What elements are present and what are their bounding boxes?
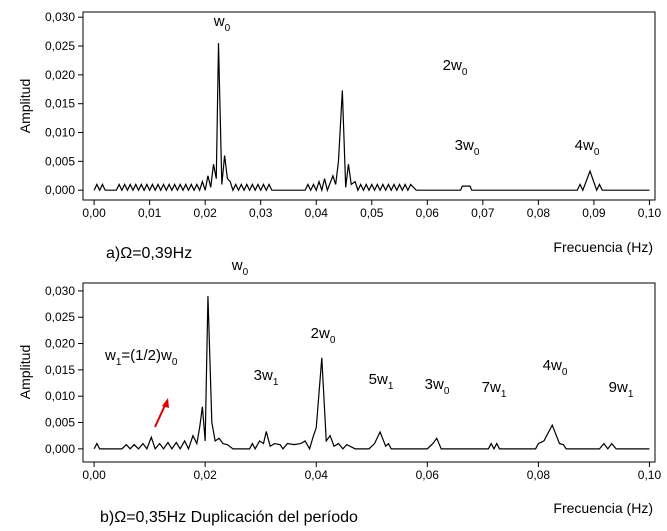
plot-frame <box>82 11 656 201</box>
subscript: 1 <box>273 377 279 388</box>
subscript: 0 <box>330 335 336 346</box>
annotation-text: 2w <box>311 325 330 342</box>
y-tick-label: 0,025 <box>45 39 75 53</box>
annotation-text: 9w <box>609 379 628 396</box>
annotation-text: w <box>104 347 116 364</box>
annotation-text: w <box>213 13 225 30</box>
red-arrow-shaft <box>154 402 167 428</box>
subscript: 0 <box>225 23 231 34</box>
peak-annotation: 5w1 <box>369 371 394 392</box>
x-tick-label: 0,06 <box>416 206 440 220</box>
peak-annotation: 4w0 <box>543 357 568 378</box>
y-tick-label: 0,015 <box>45 363 75 377</box>
peak-annotation: 2w0 <box>443 57 468 78</box>
peak-annotation: 4w0 <box>575 137 600 158</box>
peak-annotation: w1=(1/2)w0 <box>104 347 178 368</box>
panel-caption: b)Ω=0,35Hz Duplicación del período <box>100 509 358 526</box>
x-tick-label: 0,04 <box>305 468 329 482</box>
peak-annotation: 9w1 <box>609 379 634 400</box>
peak-annotation: w0 <box>213 13 231 34</box>
y-tick-label: 0,000 <box>45 442 75 456</box>
subscript: 0 <box>474 147 480 158</box>
subscript: 1 <box>388 381 394 392</box>
red-arrow-head <box>162 398 169 408</box>
y-tick-label: 0,025 <box>45 310 75 324</box>
y-tick-label: 0,010 <box>45 126 75 140</box>
peak-annotation: 7w1 <box>482 379 507 400</box>
annotation-text: 4w <box>575 137 594 154</box>
y-axis-label: Amplitud <box>17 79 33 133</box>
annotation-text: 4w <box>543 357 562 374</box>
subscript: 0 <box>444 386 450 397</box>
x-tick-label: 0,09 <box>582 206 606 220</box>
y-tick-label: 0,030 <box>45 10 75 24</box>
y-tick-label: 0,020 <box>45 68 75 82</box>
panel-caption: a)Ω=0,39Hz <box>106 245 192 262</box>
annotation-text: 5w <box>369 371 388 388</box>
y-tick-label: 0,030 <box>45 284 75 298</box>
subscript: 1 <box>628 389 634 400</box>
plot-frame <box>82 282 656 463</box>
annotation-text: =(1/2)w <box>121 347 172 364</box>
y-tick-label: 0,010 <box>45 389 75 403</box>
peak-annotation: w0 <box>231 257 249 278</box>
subscript: 0 <box>462 67 468 78</box>
annotation-text: 3w <box>254 367 273 384</box>
subscript: 0 <box>243 267 249 278</box>
peak-annotation: 3w0 <box>455 137 480 158</box>
annotation-text: 2w <box>443 57 462 74</box>
spectrum-line <box>93 43 650 193</box>
x-tick-label: 0,00 <box>82 206 106 220</box>
x-tick-label: 0,03 <box>249 206 273 220</box>
peak-annotation: 2w0 <box>311 325 336 346</box>
x-tick-label: 0,06 <box>416 468 440 482</box>
x-tick-label: 0,00 <box>82 468 106 482</box>
x-tick-label: 0,10 <box>638 468 662 482</box>
x-tick-label: 0,04 <box>305 206 329 220</box>
spectrum-line <box>93 296 650 451</box>
x-tick-label: 0,02 <box>193 468 217 482</box>
y-tick-label: 0,000 <box>45 183 75 197</box>
subscript: 0 <box>562 367 568 378</box>
peak-annotation: 3w0 <box>425 376 450 397</box>
y-axis-label: Amplitud <box>17 345 33 399</box>
x-axis-label: Frecuencia (Hz) <box>553 500 653 516</box>
subscript: 0 <box>172 357 178 368</box>
y-tick-label: 0,020 <box>45 337 75 351</box>
x-axis-label: Frecuencia (Hz) <box>553 239 653 255</box>
y-tick-label: 0,015 <box>45 97 75 111</box>
subscript: 1 <box>501 389 507 400</box>
x-tick-label: 0,02 <box>193 206 217 220</box>
subscript: 0 <box>594 147 600 158</box>
x-tick-label: 0,08 <box>527 468 551 482</box>
y-tick-label: 0,005 <box>45 154 75 168</box>
annotation-text: 7w <box>482 379 501 396</box>
annotation-text: 3w <box>425 376 444 393</box>
x-tick-label: 0,08 <box>527 206 551 220</box>
peak-annotation: 3w1 <box>254 367 279 388</box>
annotation-text: 3w <box>455 137 474 154</box>
annotation-text: w <box>231 257 243 274</box>
x-tick-label: 0,05 <box>360 206 384 220</box>
subscript: 1 <box>116 357 122 368</box>
x-tick-label: 0,10 <box>638 206 662 220</box>
x-tick-label: 0,01 <box>138 206 162 220</box>
x-tick-label: 0,07 <box>471 206 495 220</box>
y-tick-label: 0,005 <box>45 416 75 430</box>
